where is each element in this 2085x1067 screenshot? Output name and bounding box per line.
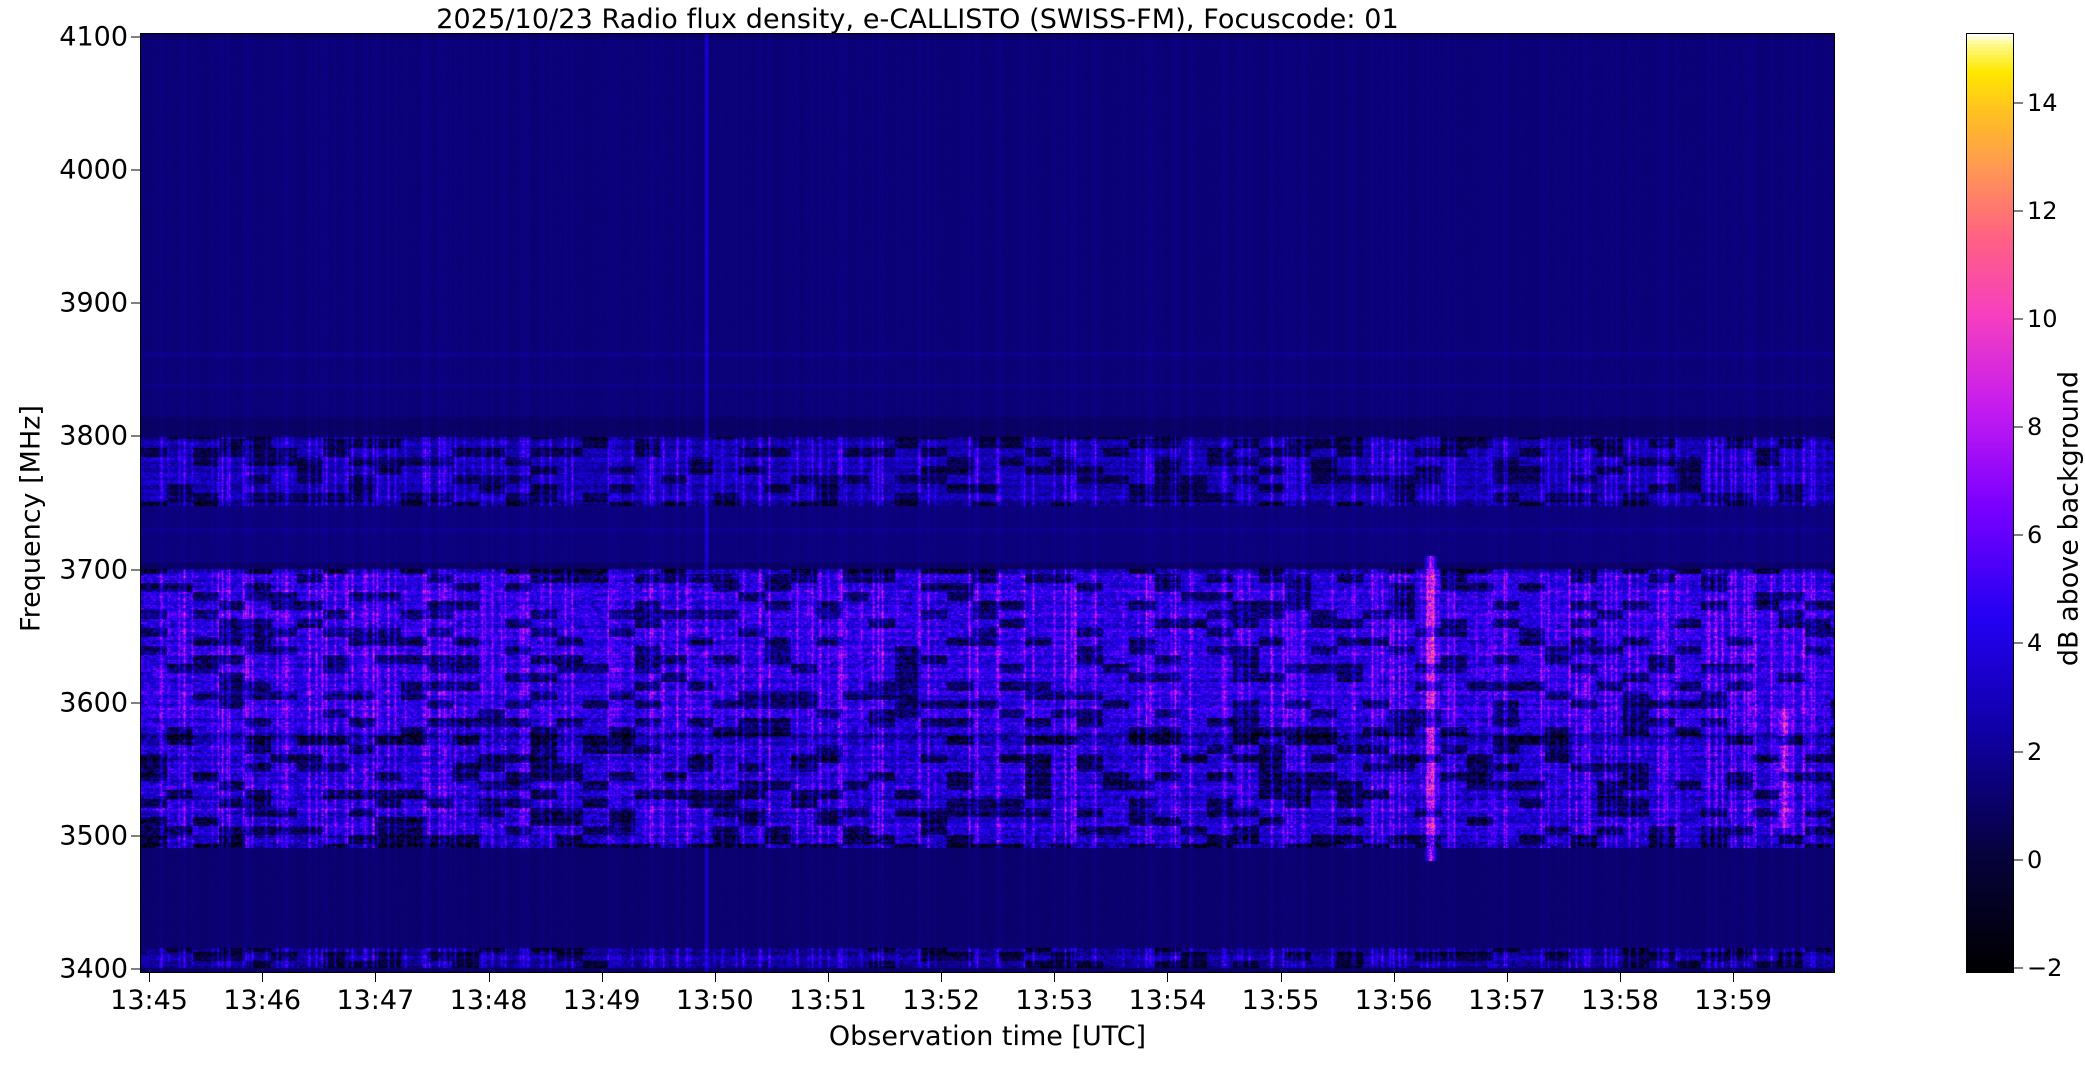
colorbar-tick-label: 14 bbox=[2027, 89, 2058, 118]
y-tick-mark bbox=[131, 302, 140, 304]
colorbar-tick-label: −2 bbox=[2027, 953, 2063, 982]
x-tick-mark bbox=[262, 973, 264, 982]
colorbar-tick-label: 4 bbox=[2027, 629, 2043, 658]
x-tick-mark bbox=[714, 973, 716, 982]
x-axis: 13:45 13:46 13:47 13:48 13:49 13:50 13:51 13:52… bbox=[110, 973, 1835, 1033]
colorbar-tick-label: 6 bbox=[2027, 521, 2043, 550]
x-tick-mark bbox=[601, 973, 603, 982]
colorbar-title: dB above background bbox=[2053, 370, 2085, 667]
x-tick-mark bbox=[1393, 973, 1395, 982]
y-tick-mark bbox=[131, 36, 140, 38]
x-tick-label: 13:50 bbox=[675, 985, 754, 1016]
x-tick-mark bbox=[488, 973, 490, 982]
y-tick-label: 3500 bbox=[59, 820, 128, 852]
y-tick-mark bbox=[131, 835, 140, 837]
x-tick-label: 13:45 bbox=[110, 985, 188, 1016]
colorbar-tick-mark bbox=[2014, 102, 2023, 104]
x-tick-label: 13:55 bbox=[1241, 985, 1320, 1016]
y-tick-label: 3600 bbox=[59, 687, 128, 719]
y-axis: Frequency [MHz] 4100 4000 3900 3800 3700 3600… bbox=[0, 0, 140, 985]
colorbar-tick-mark bbox=[2014, 751, 2023, 752]
x-tick-mark bbox=[149, 973, 151, 982]
colorbar-gradient bbox=[1967, 34, 2013, 972]
y-tick-mark bbox=[131, 435, 140, 437]
colorbar-tick-mark bbox=[2014, 967, 2023, 969]
spectrogram-plot-area[interactable] bbox=[140, 33, 1835, 973]
y-tick-mark bbox=[131, 169, 140, 171]
x-tick-label: 13:57 bbox=[1467, 985, 1546, 1016]
x-tick-label: 13:46 bbox=[223, 985, 302, 1016]
colorbar bbox=[1966, 33, 2014, 973]
x-tick-label: 13:54 bbox=[1128, 985, 1207, 1016]
y-tick-label: 3400 bbox=[59, 953, 128, 985]
x-tick-label: 13:53 bbox=[1015, 985, 1094, 1016]
y-tick-label: 3700 bbox=[59, 554, 128, 586]
colorbar-tick-mark bbox=[2014, 642, 2023, 644]
x-tick-mark bbox=[1733, 973, 1735, 982]
x-tick-mark bbox=[1620, 973, 1621, 982]
x-tick-label: 13:51 bbox=[789, 985, 867, 1016]
y-axis-title: Frequency [MHz] bbox=[15, 405, 47, 632]
x-tick-mark bbox=[375, 973, 377, 982]
x-tick-mark bbox=[1506, 973, 1508, 982]
colorbar-tick-labels: 14 12 10 8 6 4 2 0 −2 bbox=[2014, 33, 2085, 982]
spectrogram-image bbox=[141, 34, 1834, 972]
colorbar-tick-mark bbox=[2014, 210, 2023, 212]
x-tick-mark bbox=[941, 973, 943, 982]
x-tick-label: 13:48 bbox=[449, 985, 528, 1016]
y-tick-mark bbox=[131, 968, 140, 970]
x-tick-label: 13:47 bbox=[336, 985, 415, 1016]
x-tick-label: 13:52 bbox=[902, 985, 980, 1016]
y-tick-label: 4100 bbox=[59, 21, 128, 53]
y-tick-label: 4000 bbox=[59, 154, 128, 186]
y-tick-mark bbox=[131, 569, 140, 571]
colorbar-tick-mark bbox=[2014, 318, 2023, 320]
x-tick-label: 13:58 bbox=[1581, 985, 1659, 1016]
colorbar-tick-mark bbox=[2014, 859, 2023, 861]
colorbar-tick-label: 8 bbox=[2027, 413, 2043, 442]
x-tick-label: 13:59 bbox=[1694, 985, 1773, 1016]
x-axis-title: Observation time [UTC] bbox=[828, 1021, 1147, 1052]
colorbar-tick-label: 12 bbox=[2027, 197, 2058, 226]
colorbar-tick-label: 10 bbox=[2027, 305, 2058, 334]
x-tick-label: 13:56 bbox=[1354, 985, 1433, 1016]
colorbar-tick-label: 2 bbox=[2027, 737, 2043, 766]
x-tick-mark bbox=[1280, 973, 1282, 982]
x-tick-mark bbox=[1167, 973, 1169, 982]
x-tick-mark bbox=[1054, 973, 1056, 982]
colorbar-tick-mark bbox=[2014, 534, 2023, 536]
page-title: 2025/10/23 Radio flux density, e-CALLIST… bbox=[436, 4, 1399, 35]
y-tick-mark bbox=[131, 702, 140, 704]
colorbar-tick-mark bbox=[2014, 426, 2023, 428]
colorbar-tick-label: 0 bbox=[2027, 845, 2043, 874]
x-tick-mark bbox=[827, 973, 829, 982]
y-tick-label: 3800 bbox=[59, 420, 128, 452]
y-tick-label: 3900 bbox=[59, 287, 128, 319]
x-tick-label: 13:49 bbox=[562, 985, 641, 1016]
